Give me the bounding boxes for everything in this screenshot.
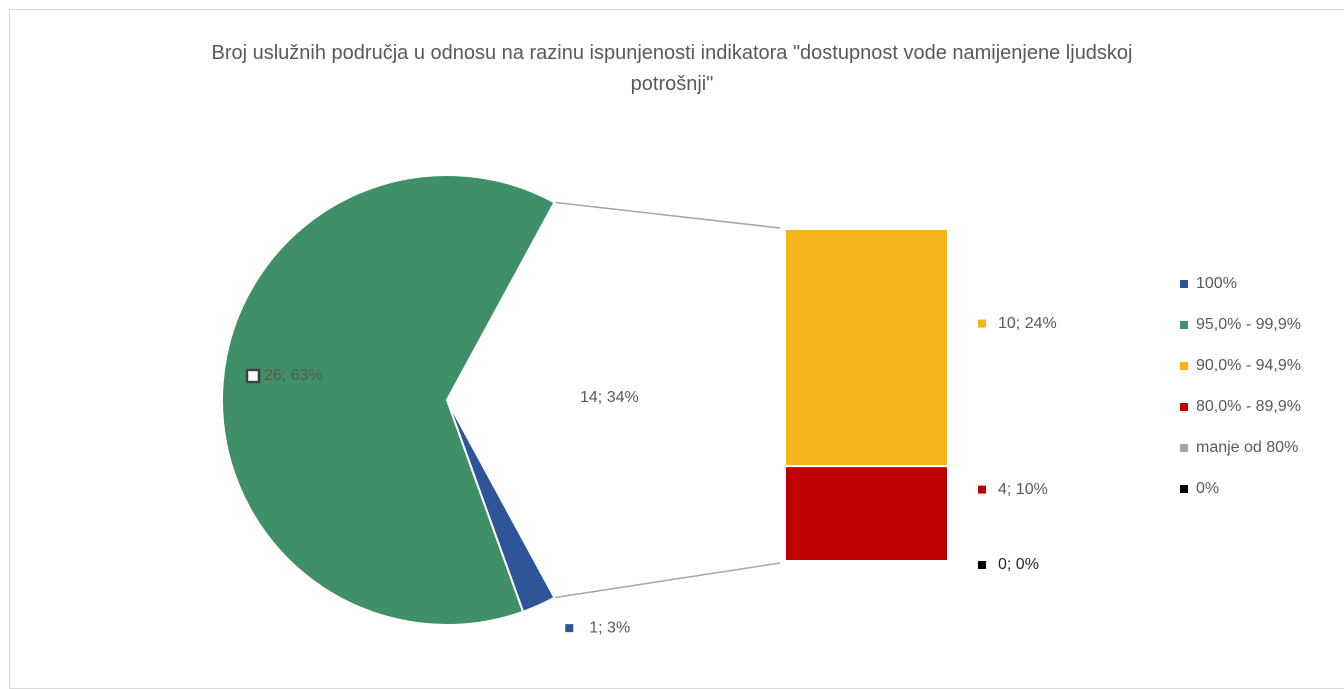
- legend-key: [1180, 362, 1188, 370]
- legend-key: [1180, 280, 1188, 288]
- label-key: [978, 561, 986, 569]
- legend-label: manje od 80%: [1196, 439, 1298, 456]
- data-label: 0; 0%: [998, 556, 1039, 573]
- connector: [554, 201, 781, 229]
- legend-label: 100%: [1196, 275, 1237, 292]
- legend-key: [1180, 444, 1188, 452]
- label-key: [245, 368, 261, 384]
- connector: [554, 562, 781, 599]
- label-key: [978, 485, 986, 494]
- data-label: 1; 3%: [589, 619, 630, 636]
- data-label: 4; 10%: [998, 481, 1048, 498]
- legend-key: [1180, 485, 1188, 493]
- legend-label: 80,0% - 89,9%: [1196, 398, 1301, 415]
- data-label: 26; 63%: [264, 367, 323, 384]
- pie-slice: [221, 174, 556, 626]
- legend-key: [1180, 403, 1188, 411]
- data-label: 10; 24%: [998, 315, 1057, 332]
- label-key: [565, 624, 574, 633]
- legend-label: 90,0% - 94,9%: [1196, 357, 1301, 374]
- label-key: [978, 319, 986, 328]
- legend-label: 0%: [1196, 480, 1219, 497]
- legend-key: [1180, 321, 1188, 329]
- legend-label: 95,0% - 99,9%: [1196, 316, 1301, 333]
- chart-title: Broj uslužnih područja u odnosu na razin…: [211, 42, 1133, 95]
- other-label: 14; 34%: [580, 389, 639, 406]
- bar-segment: [784, 465, 949, 562]
- bar-segment: [784, 228, 949, 468]
